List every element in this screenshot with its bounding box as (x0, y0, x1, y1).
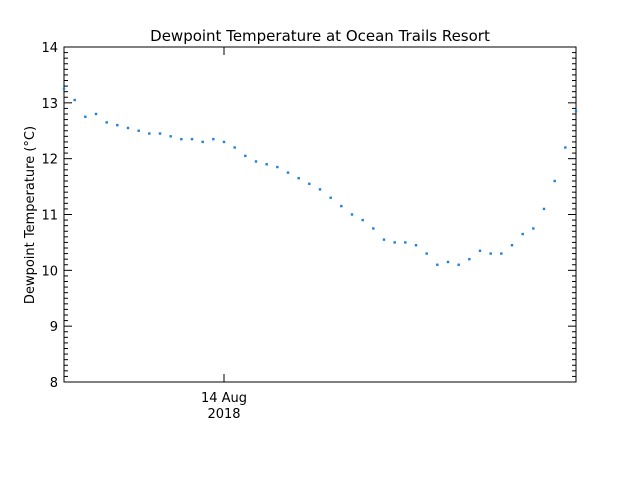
data-point (510, 244, 514, 247)
y-tick-label: 8 (50, 376, 58, 391)
data-point (190, 137, 194, 141)
data-point (62, 87, 66, 91)
data-point (361, 218, 364, 222)
data-point (446, 260, 450, 264)
data-point (276, 165, 279, 169)
data-point (382, 238, 386, 241)
y-tick-label: 12 (41, 153, 58, 168)
data-point (436, 263, 439, 266)
data-point (126, 126, 130, 130)
data-point (84, 115, 87, 118)
chart-title: Dewpoint Temperature at Ocean Trails Res… (150, 27, 490, 45)
data-point (457, 263, 460, 266)
x-tick-label: 14 Aug (201, 391, 247, 406)
data-point (340, 204, 343, 208)
y-axis: 8 9 10 11 12 13 14 (41, 41, 576, 391)
data-point (308, 182, 311, 185)
data-point (553, 179, 556, 183)
data-point (318, 188, 322, 191)
data-point (201, 140, 204, 144)
y-axis-label: Dewpoint Temperature (°C) (23, 126, 38, 304)
data-point (393, 241, 396, 244)
data-point (542, 207, 546, 211)
data-point (212, 137, 215, 141)
data-point (574, 110, 578, 113)
data-point (404, 241, 407, 244)
data-point (233, 146, 236, 149)
data-point (180, 137, 183, 141)
y-tick-label: 11 (41, 209, 58, 224)
x-tick-sublabel: 2018 (207, 407, 240, 422)
data-point (244, 154, 247, 158)
y-tick-label: 13 (41, 97, 58, 112)
data-point (148, 132, 151, 135)
data-point (105, 121, 108, 124)
y-tick-label: 14 (41, 41, 58, 56)
data-point (350, 213, 354, 216)
data-point (478, 249, 482, 252)
y-tick-label: 10 (41, 264, 58, 279)
data-point (116, 123, 119, 127)
data-point (500, 252, 503, 255)
data-point (137, 129, 140, 132)
data-point (94, 112, 98, 116)
data-point (489, 252, 492, 255)
data-points (62, 87, 578, 266)
data-point (414, 244, 418, 247)
data-point (265, 163, 268, 166)
y-tick-label: 9 (50, 320, 58, 335)
data-point (158, 132, 162, 135)
data-point (73, 98, 76, 102)
data-point (372, 227, 375, 230)
data-point (329, 196, 332, 199)
data-point (222, 140, 226, 144)
data-point (169, 135, 172, 138)
data-point (564, 146, 567, 149)
data-point (532, 227, 535, 230)
data-point (297, 177, 300, 180)
data-point (425, 252, 428, 255)
data-point (254, 160, 258, 163)
data-point (468, 257, 471, 261)
data-point (521, 232, 524, 236)
data-point (286, 171, 290, 174)
plot-frame (63, 46, 577, 383)
